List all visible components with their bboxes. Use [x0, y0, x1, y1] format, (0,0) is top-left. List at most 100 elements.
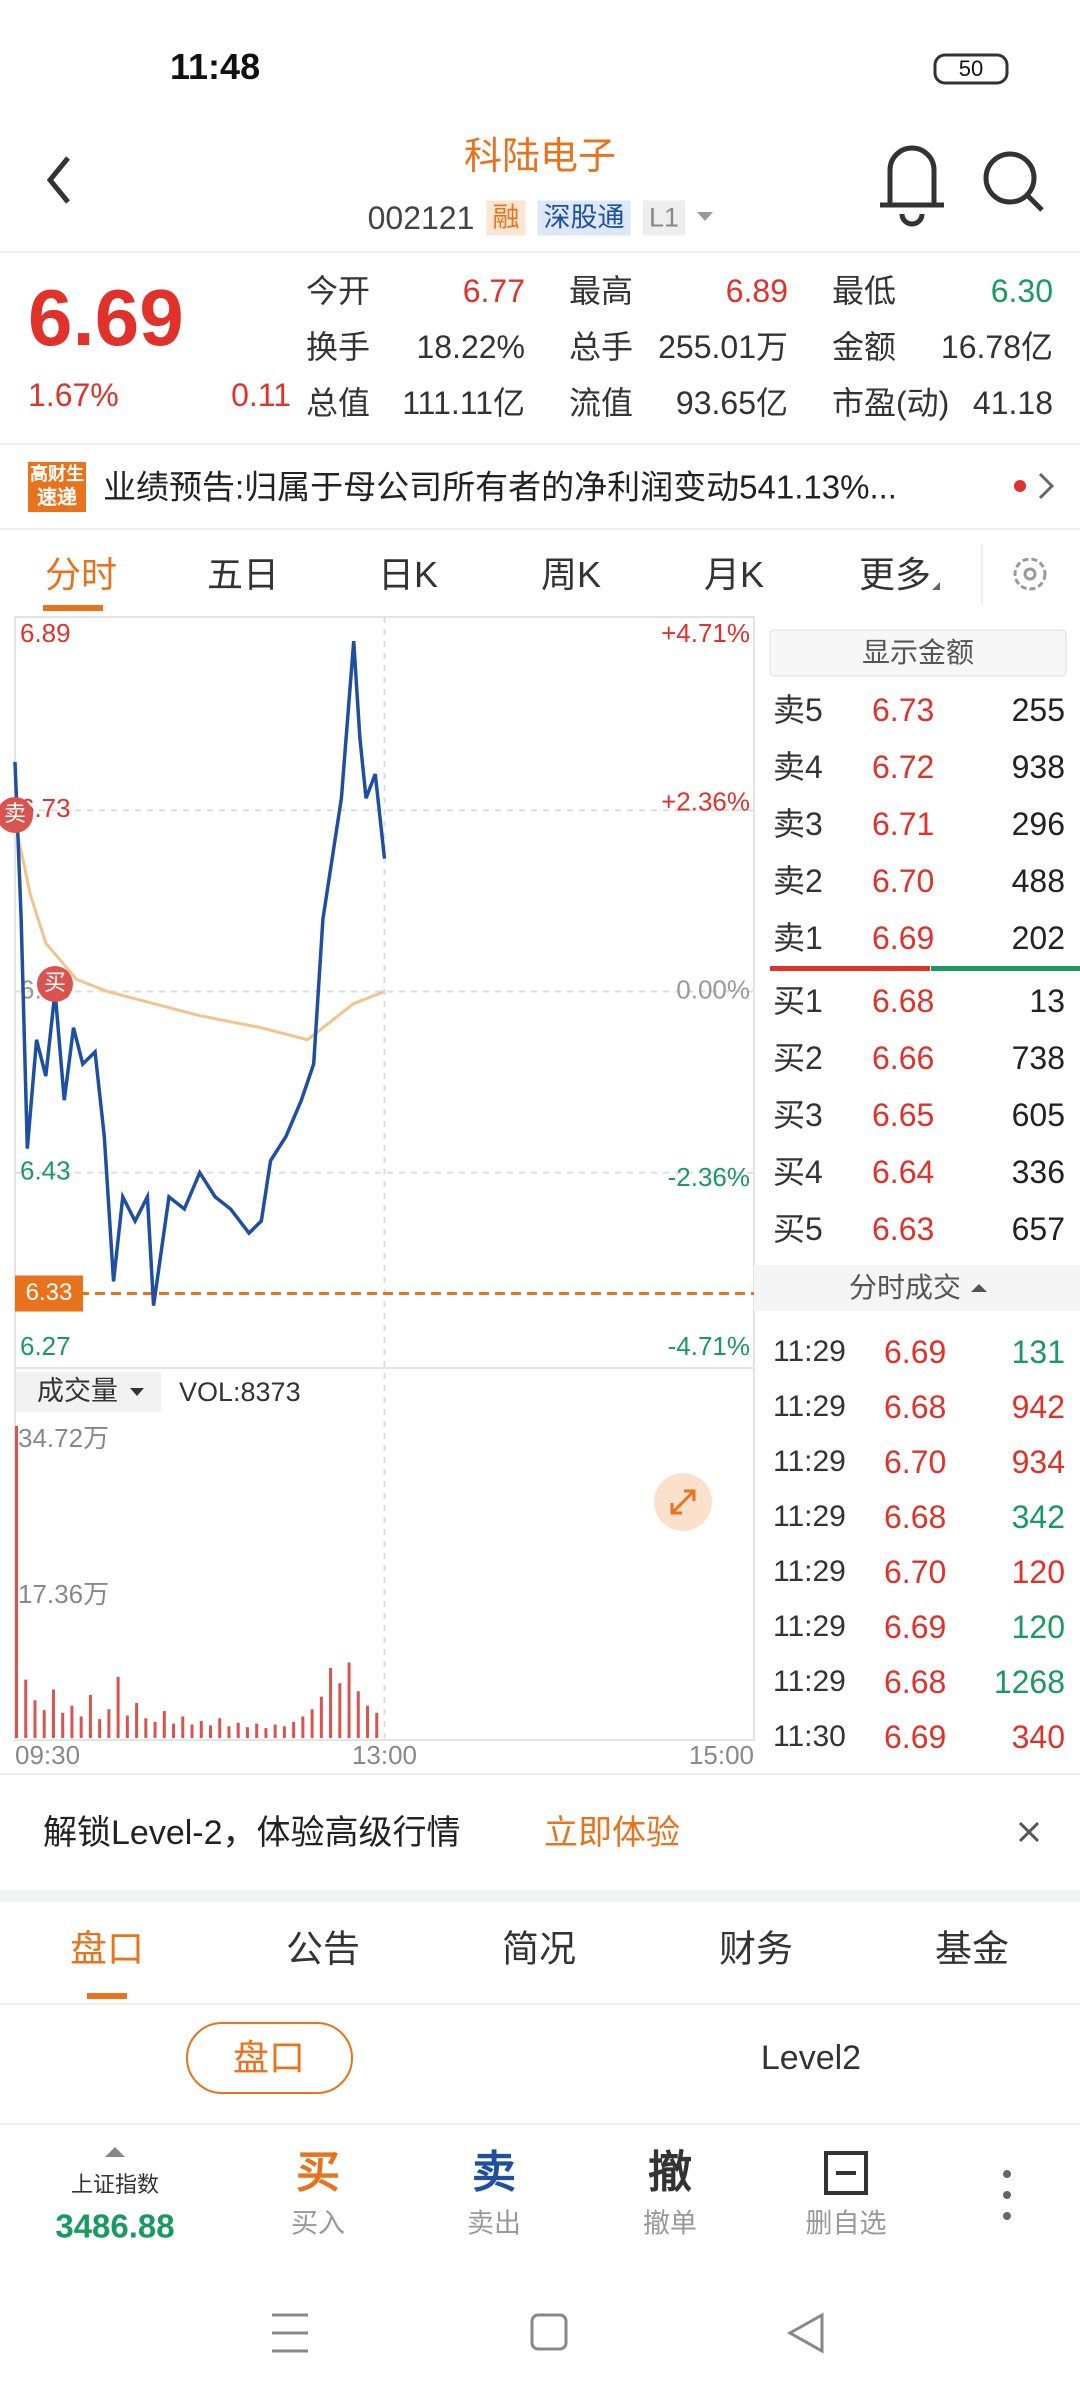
book-volume: 738 — [1011, 1040, 1065, 1076]
volume-bar — [338, 1683, 342, 1738]
search-icon[interactable] — [983, 151, 1037, 205]
stat-label: 换手 — [306, 329, 371, 365]
volume-bar — [70, 1705, 74, 1738]
y-tick-label: 6.27 — [20, 1331, 71, 1361]
section-underline — [87, 1993, 127, 1999]
banner-action[interactable]: 立即体验 — [544, 1814, 680, 1852]
trade-marker-label: 卖 — [4, 801, 26, 826]
book-price: 6.66 — [872, 1040, 935, 1076]
news-badge-bg — [28, 462, 86, 512]
action-icon[interactable]: 买 — [296, 2148, 340, 2197]
volume-bar — [356, 1691, 360, 1738]
volume-bar — [162, 1711, 166, 1738]
nav-menu[interactable] — [272, 2313, 308, 2353]
stat-label: 最高 — [569, 273, 634, 309]
y-tick-label: 6.43 — [20, 1156, 71, 1186]
trade-marker — [0, 797, 33, 833]
section-tab[interactable]: 基金 — [935, 1928, 1009, 1970]
news-badge: 速递 — [37, 487, 77, 509]
section-tab[interactable]: 公告 — [286, 1928, 360, 1970]
book-volume: 605 — [1011, 1097, 1065, 1133]
volume-tick-label: 17.36万 — [18, 1579, 109, 1609]
trade-time: 11:29 — [773, 1335, 846, 1368]
nav-back[interactable] — [786, 2312, 824, 2354]
banner-text: 解锁Level-2，体验高级行情 — [43, 1814, 461, 1852]
bell-icon[interactable] — [880, 145, 944, 227]
remove-icon[interactable] — [824, 2151, 868, 2195]
chart-tab[interactable]: 月K — [703, 554, 765, 595]
book-label: 卖1 — [773, 920, 823, 956]
volume-bar — [125, 1715, 129, 1738]
volume-bar — [79, 1716, 83, 1738]
trade-time: 11:29 — [773, 1610, 846, 1643]
amount-button[interactable] — [769, 629, 1067, 677]
stat-label: 金额 — [832, 329, 897, 365]
book-volume: 202 — [1011, 920, 1065, 956]
section-tab[interactable]: 财务 — [719, 1928, 793, 1970]
trade-volume: 120 — [1011, 1609, 1065, 1645]
news-badge: 高财生 — [30, 464, 84, 484]
stat-label: 市盈(动) — [832, 385, 950, 421]
section-tab[interactable]: 简况 — [502, 1928, 576, 1970]
chart-tab[interactable]: 分时 — [44, 554, 118, 595]
chart-tab[interactable]: 五日 — [206, 554, 280, 595]
book-label: 卖3 — [773, 806, 823, 842]
close-icon[interactable] — [1018, 1821, 1040, 1843]
stock-tag: 融 — [486, 200, 526, 236]
price-line — [13, 641, 387, 1306]
settings-icon[interactable] — [1013, 557, 1047, 591]
section-tab[interactable]: 盘口 — [70, 1928, 144, 1970]
book-label: 买4 — [773, 1154, 823, 1190]
ask-bar — [770, 966, 930, 971]
stock-tag: L1 — [642, 200, 686, 236]
volume-bar — [310, 1709, 314, 1738]
index-value: 3486.88 — [55, 2207, 175, 2245]
sub-tab[interactable]: 盘口 — [232, 2037, 306, 2078]
trades-arrow — [971, 1284, 987, 1292]
x-tick-label: 13:00 — [352, 1740, 417, 1770]
trades-title: 分时成交 — [848, 1272, 962, 1303]
trade-time: 11:29 — [773, 1555, 846, 1588]
y2-tick-label: 0.00% — [676, 974, 750, 1004]
stock-name: 科陆电子 — [463, 136, 617, 178]
chart-tab[interactable]: 日K — [377, 554, 439, 595]
back-icon[interactable] — [46, 156, 70, 204]
volume-bar — [282, 1726, 286, 1738]
divider — [0, 2003, 1080, 2005]
trade-volume: 934 — [1011, 1444, 1065, 1480]
stat-label: 总手 — [569, 329, 634, 365]
x-tick-label: 15:00 — [689, 1740, 754, 1770]
volume-bar — [208, 1725, 212, 1738]
volume-bar — [273, 1724, 277, 1738]
book-price: 6.65 — [872, 1097, 935, 1133]
separator — [0, 1890, 1080, 1902]
action-label: 删自选 — [805, 2208, 887, 2239]
nav-home[interactable] — [530, 2313, 568, 2351]
sub-tab[interactable]: Level2 — [760, 2039, 862, 2077]
trade-price: 6.68 — [884, 1389, 947, 1425]
stat-value: 6.89 — [725, 273, 788, 309]
chart-tab[interactable]: 更多 — [858, 554, 932, 595]
volume-bar — [347, 1662, 351, 1738]
book-label: 买1 — [773, 983, 823, 1019]
stat-value: 16.78亿 — [940, 329, 1053, 365]
action-icon[interactable]: 卖 — [472, 2148, 516, 2197]
expand-arrows — [670, 1489, 696, 1515]
trade-volume: 120 — [1011, 1554, 1065, 1590]
trade-volume: 131 — [1011, 1334, 1065, 1370]
chart-tab[interactable]: 周K — [540, 554, 602, 595]
more-dot — [1003, 2191, 1011, 2199]
book-price: 6.63 — [872, 1211, 935, 1247]
sub-tab-pill[interactable] — [186, 2022, 353, 2094]
book-volume: 336 — [1011, 1154, 1065, 1190]
divider — [0, 251, 1080, 253]
volume-subtitle: VOL:8373 — [179, 1377, 301, 1407]
trade-volume: 340 — [1011, 1719, 1065, 1755]
action-icon[interactable]: 撤 — [648, 2148, 692, 2197]
stat-value: 41.18 — [972, 385, 1053, 421]
more-dot[interactable] — [1003, 2170, 1011, 2178]
book-label: 买3 — [773, 1097, 823, 1133]
volume-bar — [366, 1705, 370, 1738]
battery — [933, 53, 1009, 85]
